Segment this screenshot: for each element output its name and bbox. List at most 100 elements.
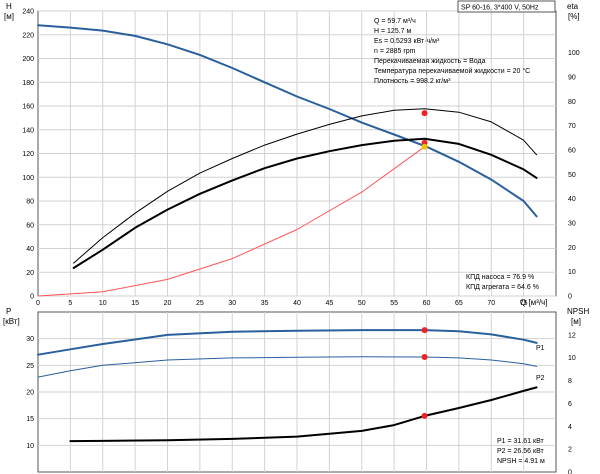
y2-tick-label: 4	[568, 424, 572, 431]
y2-tick-label: 8	[568, 378, 572, 385]
info-line-temperature: Температура перекачиваемой жидкости = 20…	[374, 67, 530, 75]
y-tick-label: 220	[22, 32, 34, 39]
head-tick-labels: 0 20 40 60 80 100 120 140 160 180 200 220 240	[22, 9, 34, 301]
y-tick-label: 0	[30, 294, 34, 301]
y2-tick-label: 12	[568, 332, 576, 339]
y-tick-label: 200	[22, 56, 34, 63]
info-line-p2: P2 = 26.56 кВт	[497, 448, 545, 455]
x-tick-label: 30	[228, 300, 236, 307]
eta-axis-label: eta	[567, 2, 579, 11]
head-eta-panel: 0 5 10 15 20 25 30 35 40 45 50 55 60 65 70 75 0 20 40 60 80…	[4, 0, 580, 307]
y-tick-label: 40	[26, 246, 34, 253]
x-tick-label: 55	[390, 300, 398, 307]
series-eta_pump	[73, 108, 538, 264]
x-tick-label: 60	[423, 300, 431, 307]
y2-tick-label: 40	[568, 196, 576, 203]
power-tick-labels: 10 15 20 25 30	[26, 336, 34, 450]
p2-legend-label: P2	[536, 375, 545, 382]
info-line-speed: n = 2885 rpm	[374, 48, 416, 55]
chart-title: SP 60-16, 3*400 V, 50Hz	[461, 5, 539, 12]
npsh-tick-labels: 0 2 4 6 8 10 12	[568, 332, 576, 474]
x-tick-label: 20	[164, 300, 172, 307]
info-line-flow: Q = 59.7 м³/ч	[374, 18, 416, 25]
power-info: P1 = 31.61 кВт P2 = 26.56 кВт NPSH = 4.9…	[497, 438, 545, 465]
info-line-liquid: Перекачиваемая жидкость = Вода	[374, 58, 486, 65]
npsh-axis-unit: [м]	[571, 317, 581, 326]
flow-tick-labels: 0 5 10 15 20 25 30 35 40 45 50 55 60 65 70 75	[36, 300, 528, 307]
series-P2	[37, 356, 538, 378]
y2-tick-label: 0	[568, 294, 572, 301]
y-tick-label: 240	[22, 9, 34, 16]
p1-legend-label: P1	[536, 345, 545, 352]
y2-tick-label: 10	[568, 355, 576, 362]
x-tick-label: 70	[487, 300, 495, 307]
y2-tick-label: 100	[568, 50, 580, 57]
y2-tick-label: 60	[568, 147, 576, 154]
y-tick-label: 120	[22, 151, 34, 158]
npsh-axis-label: NPSH	[567, 307, 589, 316]
operating-point-marker	[421, 412, 428, 419]
info-line-density: Плотность = 998.2 кг/м³	[374, 78, 451, 85]
power-npsh-grid	[38, 312, 556, 472]
y-tick-label: 60	[26, 222, 34, 229]
power-npsh-series	[37, 329, 538, 443]
y2-tick-label: 10	[568, 269, 576, 276]
head-axis-label-unit: [м]	[4, 12, 14, 21]
pump-efficiency-label: КПД насоса = 76.9 %	[466, 274, 534, 281]
y-tick-label: 180	[22, 80, 34, 87]
y-tick-label: 20	[26, 270, 34, 277]
head-eta-operating-points	[421, 110, 428, 150]
power-npsh-operating-points	[421, 327, 428, 419]
y2-tick-label: 0	[568, 470, 572, 474]
x-tick-label: 0	[36, 300, 40, 307]
info-line-npsh: NPSH = 4.91 м	[497, 458, 545, 465]
x-tick-label: 35	[261, 300, 269, 307]
x-tick-label: 65	[455, 300, 463, 307]
flow-axis-label: Q [м³/ч]	[520, 298, 547, 307]
y-tick-label: 10	[26, 443, 34, 450]
info-line-p1: P1 = 31.61 кВт	[497, 438, 545, 445]
x-tick-label: 25	[196, 300, 204, 307]
operating-point-info: Q = 59.7 м³/ч H = 125.7 м Es = 0.5293 кВ…	[374, 18, 530, 85]
x-tick-label: 45	[325, 300, 333, 307]
y-tick-label: 20	[26, 390, 34, 397]
x-tick-label: 5	[68, 300, 72, 307]
x-tick-label: 40	[293, 300, 301, 307]
y-tick-label: 80	[26, 199, 34, 206]
y2-tick-label: 6	[568, 401, 572, 408]
y2-tick-label: 20	[568, 245, 576, 252]
operating-point-marker	[421, 110, 428, 117]
power-npsh-panel: 10 15 20 25 30 0 2 4 6 8 10 12 P [кВт] NPSH [м] P1…	[3, 307, 589, 474]
y-tick-label: 30	[26, 336, 34, 343]
power-axis-label-p: P	[6, 307, 11, 316]
info-line-energy: Es = 0.5293 кВт·ч/м³	[374, 38, 440, 45]
x-tick-label: 50	[358, 300, 366, 307]
y-tick-label: 160	[22, 104, 34, 111]
y2-tick-label: 70	[568, 123, 576, 130]
series-system	[37, 146, 426, 297]
series-head	[37, 24, 538, 218]
y2-tick-label: 80	[568, 99, 576, 106]
x-tick-label: 10	[99, 300, 107, 307]
y-tick-label: 25	[26, 363, 34, 370]
operating-point-marker	[421, 327, 428, 334]
x-tick-label: 75	[520, 300, 528, 307]
head-eta-series	[37, 24, 538, 297]
y2-tick-label: 2	[568, 447, 572, 454]
series-eta_unit	[72, 137, 538, 269]
y-tick-label: 100	[22, 175, 34, 182]
chart-title-box	[457, 0, 556, 13]
eta-axis-unit: [%]	[568, 12, 580, 21]
series-NPSH	[69, 386, 538, 443]
y2-tick-label: 90	[568, 74, 576, 81]
info-line-head: H = 125.7 м	[374, 28, 411, 35]
unit-efficiency-label: КПД агрегата = 64.6 %	[466, 284, 539, 291]
power-axis-label-unit: [кВт]	[3, 317, 20, 326]
operating-point-marker	[421, 354, 428, 361]
series-P1	[37, 329, 538, 356]
y2-tick-label: 50	[568, 172, 576, 179]
x-tick-label: 15	[131, 300, 139, 307]
y2-tick-label: 30	[568, 220, 576, 227]
y-tick-label: 15	[26, 416, 34, 423]
